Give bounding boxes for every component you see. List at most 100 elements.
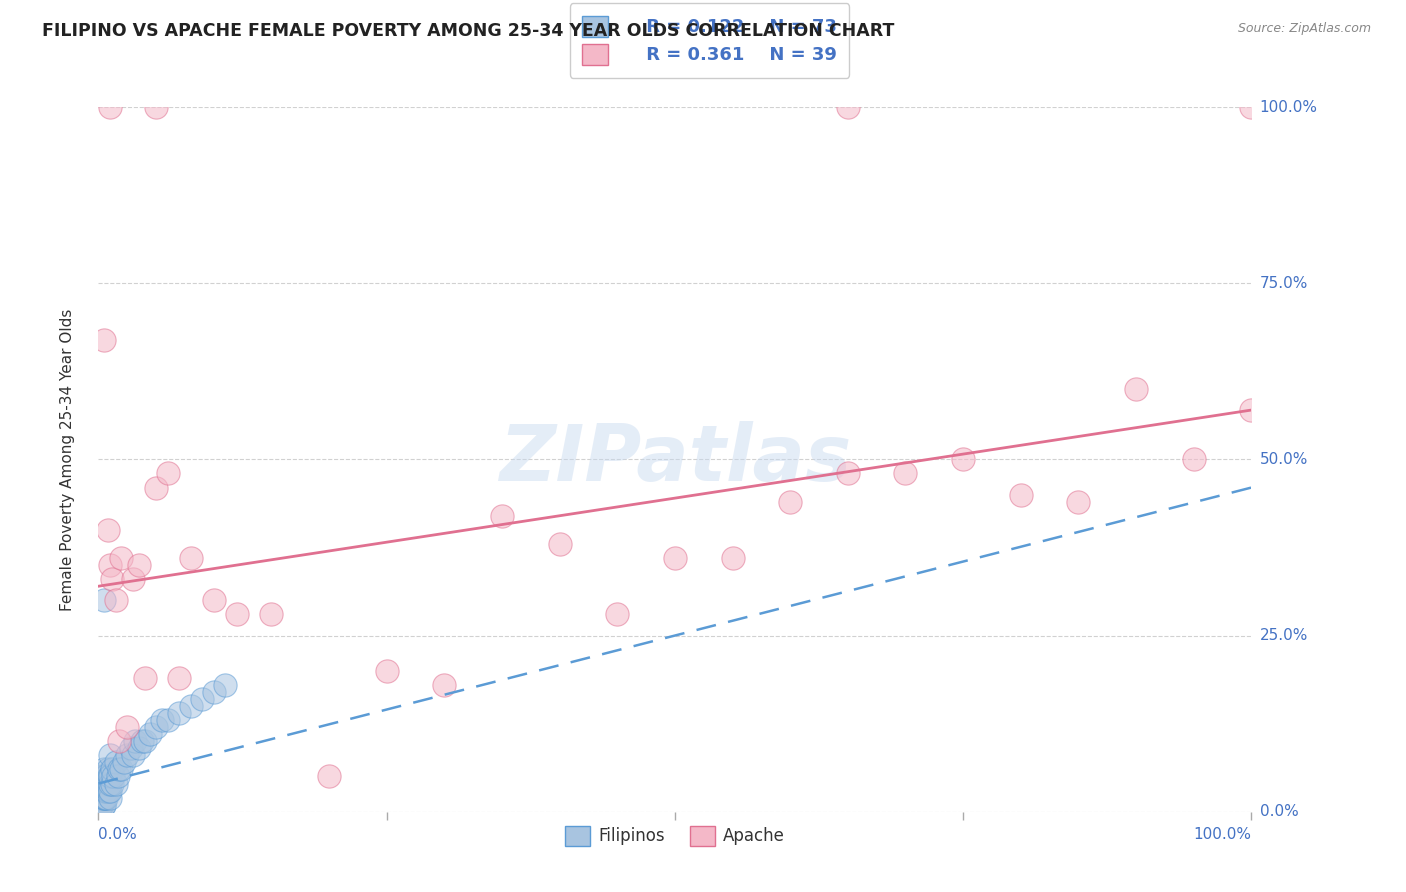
Point bbox=[93, 797, 115, 812]
Text: FILIPINO VS APACHE FEMALE POVERTY AMONG 25-34 YEAR OLDS CORRELATION CHART: FILIPINO VS APACHE FEMALE POVERTY AMONG … bbox=[42, 22, 894, 40]
Point bbox=[103, 769, 125, 784]
Point bbox=[93, 790, 115, 805]
Text: ZIPatlas: ZIPatlas bbox=[499, 421, 851, 498]
Text: 25.0%: 25.0% bbox=[1260, 628, 1308, 643]
Point bbox=[90, 783, 112, 797]
Point bbox=[93, 790, 115, 805]
Point bbox=[90, 769, 112, 784]
Point bbox=[139, 727, 162, 741]
Point bbox=[117, 720, 139, 734]
Point bbox=[167, 706, 190, 720]
Point bbox=[94, 769, 117, 784]
Point bbox=[167, 671, 190, 685]
Point bbox=[117, 748, 139, 763]
Point bbox=[93, 333, 115, 347]
Point bbox=[1125, 382, 1147, 396]
Point bbox=[128, 741, 150, 756]
Point bbox=[90, 776, 112, 790]
Point bbox=[90, 797, 112, 812]
Point bbox=[96, 790, 118, 805]
Point bbox=[721, 551, 744, 566]
Point bbox=[180, 699, 202, 714]
Point bbox=[952, 452, 974, 467]
Point bbox=[96, 769, 118, 784]
Y-axis label: Female Poverty Among 25-34 Year Olds: Female Poverty Among 25-34 Year Olds bbox=[60, 309, 75, 610]
Point bbox=[97, 776, 120, 790]
Point bbox=[104, 593, 127, 607]
Point bbox=[94, 790, 117, 805]
Point bbox=[108, 734, 131, 748]
Point bbox=[156, 467, 179, 481]
Point bbox=[225, 607, 247, 622]
Point bbox=[1182, 452, 1205, 467]
Point bbox=[606, 607, 628, 622]
Point bbox=[98, 790, 121, 805]
Point bbox=[156, 713, 179, 727]
Point bbox=[98, 748, 121, 763]
Point bbox=[97, 783, 120, 797]
Point bbox=[191, 692, 214, 706]
Point bbox=[90, 776, 112, 790]
Point bbox=[1010, 487, 1032, 501]
Point bbox=[97, 769, 120, 784]
Point bbox=[98, 769, 121, 784]
Point bbox=[779, 494, 801, 508]
Point bbox=[91, 783, 114, 797]
Point bbox=[837, 467, 859, 481]
Point bbox=[145, 100, 167, 114]
Point bbox=[90, 797, 112, 812]
Point bbox=[93, 776, 115, 790]
Point bbox=[107, 769, 129, 784]
Point bbox=[664, 551, 686, 566]
Point bbox=[90, 776, 112, 790]
Point bbox=[180, 551, 202, 566]
Point bbox=[98, 776, 121, 790]
Point bbox=[94, 783, 117, 797]
Point bbox=[134, 671, 156, 685]
Point bbox=[93, 769, 115, 784]
Point bbox=[122, 748, 145, 763]
Point bbox=[145, 481, 167, 495]
Text: 75.0%: 75.0% bbox=[1260, 276, 1308, 291]
Point bbox=[91, 776, 114, 790]
Point bbox=[128, 558, 150, 573]
Point bbox=[93, 797, 115, 812]
Point bbox=[375, 664, 398, 678]
Point bbox=[122, 572, 145, 586]
Point bbox=[90, 790, 112, 805]
Point bbox=[90, 790, 112, 805]
Point bbox=[134, 734, 156, 748]
Point bbox=[98, 783, 121, 797]
Point bbox=[90, 797, 112, 812]
Point bbox=[90, 783, 112, 797]
Point bbox=[98, 558, 121, 573]
Point bbox=[90, 790, 112, 805]
Point bbox=[214, 678, 236, 692]
Point bbox=[260, 607, 283, 622]
Point bbox=[93, 593, 115, 607]
Point bbox=[93, 783, 115, 797]
Point bbox=[1067, 494, 1090, 508]
Point bbox=[120, 741, 142, 756]
Point bbox=[837, 100, 859, 114]
Point bbox=[93, 763, 115, 777]
Point bbox=[894, 467, 917, 481]
Point bbox=[90, 783, 112, 797]
Text: 50.0%: 50.0% bbox=[1260, 452, 1308, 467]
Point bbox=[150, 713, 173, 727]
Point bbox=[110, 551, 132, 566]
Point bbox=[202, 593, 225, 607]
Point bbox=[104, 776, 127, 790]
Text: 0.0%: 0.0% bbox=[1260, 805, 1298, 819]
Point bbox=[131, 734, 153, 748]
Point bbox=[91, 790, 114, 805]
Point bbox=[124, 734, 146, 748]
Point bbox=[101, 763, 124, 777]
Point bbox=[97, 523, 120, 537]
Point bbox=[1240, 403, 1263, 417]
Point bbox=[97, 783, 120, 797]
Point bbox=[433, 678, 456, 692]
Point bbox=[104, 756, 127, 770]
Point bbox=[97, 763, 120, 777]
Point bbox=[90, 769, 112, 784]
